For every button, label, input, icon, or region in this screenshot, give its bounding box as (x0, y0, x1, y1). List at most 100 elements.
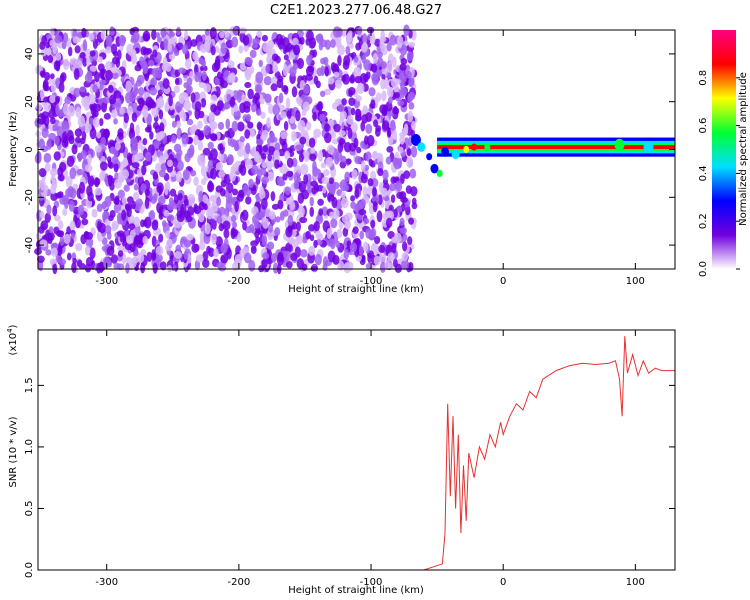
spectrogram-cell (176, 160, 184, 171)
spectrogram-cell (379, 38, 385, 50)
y-tick-label: 20 (24, 95, 35, 108)
spectrogram-cell (244, 81, 252, 89)
spectrogram-cell (278, 92, 284, 104)
spectrogram-cell (358, 245, 364, 257)
spectrogram-cell (181, 133, 189, 145)
spectrogram-cell (400, 196, 408, 203)
spectrogram-cell (266, 117, 271, 128)
spectrogram-cell (249, 49, 257, 59)
spectrogram-cell (398, 146, 404, 154)
spectrogram-cell (216, 71, 222, 80)
x-tick-label: 0 (500, 577, 506, 588)
spectrogram-cell (101, 101, 107, 113)
spectrogram-cell (149, 131, 154, 140)
spectrogram-cell (379, 261, 386, 274)
spectrogram-cell (207, 159, 214, 169)
spectrogram-cell (284, 186, 292, 196)
spectrogram-cell (355, 95, 362, 102)
spectrogram-cell (126, 152, 132, 164)
spectrogram-cell (57, 191, 64, 198)
spectrogram-cell (300, 129, 309, 138)
spectrogram-cell (64, 96, 72, 105)
spectrogram-cell (260, 111, 266, 119)
spectrogram-cell (57, 230, 65, 238)
spectrogram-cell (217, 121, 225, 131)
spectrogram-cell (405, 70, 412, 79)
spectrogram-cell (258, 59, 264, 68)
spectrogram-cell (301, 236, 308, 244)
spectrogram-cell (381, 72, 386, 81)
spectrogram-cell (67, 105, 76, 117)
spectrogram-cell (283, 120, 289, 131)
spectrogram-cell (306, 30, 314, 42)
spectrogram-cell (331, 181, 340, 190)
spectrogram-cell (108, 215, 114, 222)
spectrogram-cell (139, 97, 145, 109)
spectrogram-cell (203, 124, 211, 136)
spectrogram-cell (242, 221, 247, 231)
spectrogram-cell (92, 84, 99, 93)
spectrogram-cell (335, 240, 341, 248)
spectrogram-cell (58, 161, 67, 172)
spectrogram-cell (77, 115, 86, 128)
spectrogram-cell (376, 69, 383, 78)
spectrogram-cell (334, 155, 340, 165)
spectrogram-cell (69, 167, 77, 180)
spectrogram-cell (343, 55, 351, 67)
spectrogram-cell (392, 258, 398, 268)
spectrogram-cell (87, 175, 95, 187)
spectrogram-cell (83, 95, 90, 107)
spectrogram-cell (402, 127, 408, 137)
spectrogram-cell (309, 196, 315, 207)
spectrogram-cell (380, 61, 388, 69)
spectrogram-cell (334, 98, 343, 106)
spectrogram-cell (197, 140, 204, 151)
spectrogram-cell (144, 188, 150, 197)
spectrogram-cell (168, 94, 173, 107)
spectrogram-cell (222, 220, 231, 231)
spectrogram-cell (80, 150, 88, 160)
spectrogram-cell (362, 33, 368, 45)
spectrogram-cell (125, 203, 133, 211)
spectrogram-cell (344, 171, 350, 182)
spectrogram-cell (218, 169, 225, 178)
spectrogram-cell (295, 110, 301, 122)
spectrogram-cell (400, 173, 405, 185)
spectrogram-cell (210, 45, 216, 56)
spectrogram-cell (94, 145, 102, 153)
spectrogram-cell (155, 132, 164, 142)
spectrogram-cell (285, 260, 293, 269)
spectrogram-cell (211, 233, 217, 245)
spectrogram-cell (171, 134, 177, 144)
spectrogram-cell (158, 143, 165, 152)
spectrogram-cell (77, 204, 85, 216)
spectrogram-cell (45, 48, 52, 56)
signal-blob (614, 138, 625, 151)
spectrogram-cell (54, 34, 63, 44)
spectrogram-cell (373, 119, 379, 128)
spectrogram-cell (380, 187, 388, 198)
spectrogram-cell (408, 77, 415, 87)
spectrogram-cell (270, 191, 276, 202)
spectrogram-cell (359, 72, 368, 85)
spectrogram-cell (130, 143, 139, 155)
spectrogram-cell (166, 214, 175, 222)
spectrogram-cell (54, 135, 60, 146)
spectrogram-cell (239, 102, 246, 114)
spectrogram-cell (318, 41, 324, 51)
spectrogram-cell (148, 210, 156, 221)
spectrogram-cell (339, 110, 347, 120)
spectrogram-cell (43, 72, 51, 81)
spectrogram-x-label: Height of straight line (km) (288, 284, 424, 295)
spectrogram-cell (244, 129, 251, 139)
spectrogram-cell (48, 132, 57, 141)
spectrogram-cell (201, 71, 207, 81)
spectrogram-cell (104, 128, 110, 139)
spectrogram-cell (313, 75, 319, 85)
spectrogram-cell (356, 146, 362, 154)
spectrogram-cell (346, 36, 353, 43)
spectrogram-cell (152, 171, 159, 180)
spectrogram-cell (114, 195, 120, 205)
signal-blob (441, 147, 450, 157)
spectrogram-cell (242, 184, 250, 193)
